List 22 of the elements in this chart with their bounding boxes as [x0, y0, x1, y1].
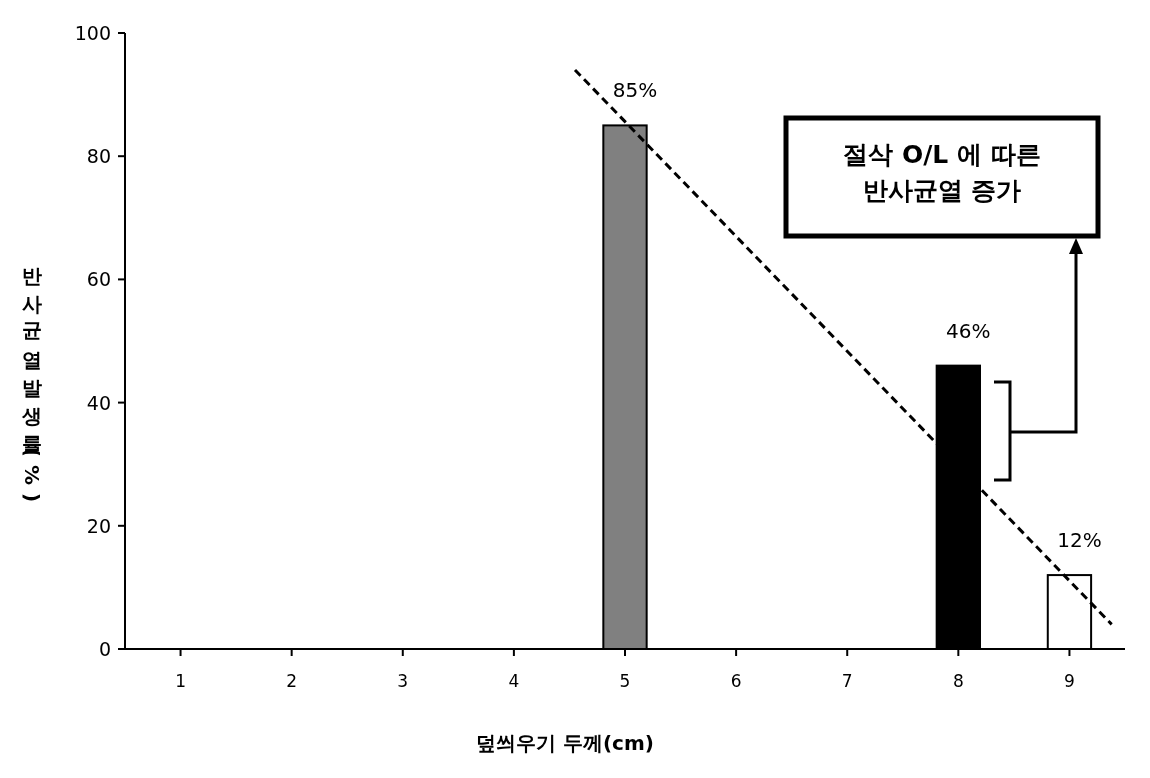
y-tick-label: 40: [86, 391, 111, 414]
x-tick-label: 1: [175, 671, 186, 691]
x-tick-label: 6: [730, 671, 742, 691]
data-label: 46%: [946, 318, 991, 343]
data-label: 12%: [1057, 528, 1102, 553]
x-tick-label: 7: [841, 671, 853, 691]
y-tick-label: 20: [86, 514, 111, 537]
y-tick-label: 0: [98, 638, 111, 660]
x-tick-label: 3: [397, 671, 409, 691]
data-label: 85%: [612, 78, 658, 103]
y-tick-label: 60: [86, 268, 111, 291]
x-tick-label: 5: [619, 671, 631, 691]
x-tick-label: 4: [508, 671, 520, 691]
x-tick-label: 9: [1064, 671, 1075, 691]
annotation: 절삭 O/L 에 따른 반사균열 증가: [843, 140, 1041, 205]
x-tick-label: 2: [286, 671, 298, 691]
y-tick-label: 80: [86, 145, 111, 168]
callout-box: 절삭 O/L 에 따른 반사균열 증가: [783, 115, 1101, 239]
y-axis-title: 반사균열발생률(%): [20, 251, 44, 511]
y-tick-label: 100: [74, 22, 111, 44]
x-tick-label: 8: [952, 671, 964, 691]
x-axis-title: 덮씌우기 두께(cm): [476, 731, 654, 755]
